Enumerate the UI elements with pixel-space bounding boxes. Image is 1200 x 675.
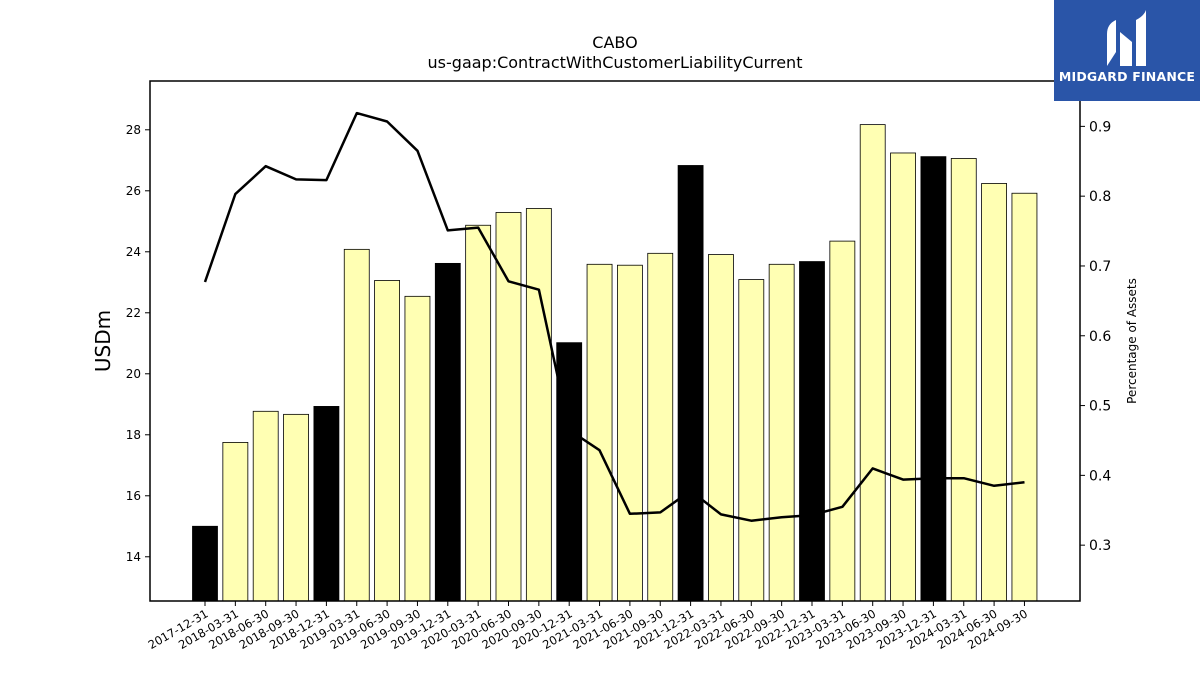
bar-2023-09-30 bbox=[890, 152, 916, 602]
y2-tick-label: 0.7 bbox=[1089, 259, 1111, 275]
y-tick-label: 28 bbox=[126, 123, 141, 137]
y-tick-label: 20 bbox=[126, 367, 141, 381]
y2-tick-label: 0.9 bbox=[1089, 119, 1111, 135]
bar-2019-03-31 bbox=[343, 248, 370, 602]
y-axis-label: USDm bbox=[91, 310, 115, 372]
bar-2019-09-30 bbox=[404, 295, 431, 602]
bar-2021-03-31 bbox=[586, 263, 613, 602]
bar-2021-12-31 bbox=[677, 165, 704, 602]
y-tick-label: 18 bbox=[126, 428, 141, 442]
bar-2024-09-30 bbox=[1011, 192, 1038, 602]
bar-2020-03-31 bbox=[465, 224, 492, 602]
y2-tick-label: 0.4 bbox=[1089, 468, 1111, 484]
y-tick-label: 22 bbox=[126, 306, 141, 320]
y2-tick-label: 0.8 bbox=[1089, 189, 1111, 205]
y-tick-label: 14 bbox=[126, 550, 141, 564]
bar-2022-09-30 bbox=[768, 263, 795, 602]
bar-2023-12-31 bbox=[920, 156, 947, 602]
bar-2023-06-30 bbox=[859, 124, 886, 602]
y2-tick-label: 0.3 bbox=[1089, 538, 1111, 554]
bars-group bbox=[192, 124, 1038, 602]
bar-2024-03-31 bbox=[950, 158, 977, 602]
logo-mark-icon bbox=[1107, 10, 1146, 66]
bar-2024-06-30 bbox=[981, 183, 1007, 602]
bar-2022-06-30 bbox=[738, 279, 765, 602]
bar-2021-06-30 bbox=[617, 264, 643, 602]
chart-title: CABO bbox=[592, 33, 637, 52]
bar-2020-12-31 bbox=[556, 342, 583, 602]
bar-2022-12-31 bbox=[799, 261, 825, 602]
y2-tick-label: 0.5 bbox=[1089, 399, 1111, 415]
bar-2018-09-30 bbox=[283, 413, 309, 602]
y-tick-label: 16 bbox=[126, 489, 141, 503]
left-axis-ticks: 14 16 18 20 22 24 26 28 bbox=[126, 123, 150, 564]
bar-2017-12-31 bbox=[192, 525, 218, 602]
logo-text: MIDGARD FINANCE bbox=[1058, 69, 1196, 84]
bar-2020-06-30 bbox=[495, 212, 522, 602]
bar-2021-09-30 bbox=[647, 252, 674, 602]
midgard-finance-logo: MIDGARD FINANCE bbox=[1054, 0, 1200, 101]
bar-2022-03-31 bbox=[708, 254, 734, 602]
y-tick-label: 26 bbox=[126, 184, 141, 198]
right-axis-ticks: 0.3 0.4 0.5 0.6 0.7 0.8 0.9 bbox=[1080, 119, 1111, 554]
y-tick-label: 24 bbox=[126, 245, 141, 259]
plot-frame bbox=[149, 80, 1081, 602]
y2-axis-label: Percentage of Assets bbox=[1125, 278, 1139, 404]
bar-2018-03-31 bbox=[222, 442, 249, 602]
chart-subtitle: us-gaap:ContractWithCustomerLiabilityCur… bbox=[428, 53, 803, 72]
bar-2020-09-30 bbox=[525, 208, 552, 602]
y2-tick-label: 0.6 bbox=[1089, 329, 1111, 345]
bar-2018-06-30 bbox=[252, 410, 279, 602]
bar-2023-03-31 bbox=[829, 240, 856, 602]
bar-2019-06-30 bbox=[374, 280, 401, 602]
bar-2019-12-31 bbox=[434, 262, 461, 602]
percentage-line bbox=[203, 111, 1025, 522]
bar-2018-12-31 bbox=[313, 406, 340, 602]
x-axis-ticks: 2017-12-312018-03-312018-06-302018-09-30… bbox=[146, 601, 1030, 652]
